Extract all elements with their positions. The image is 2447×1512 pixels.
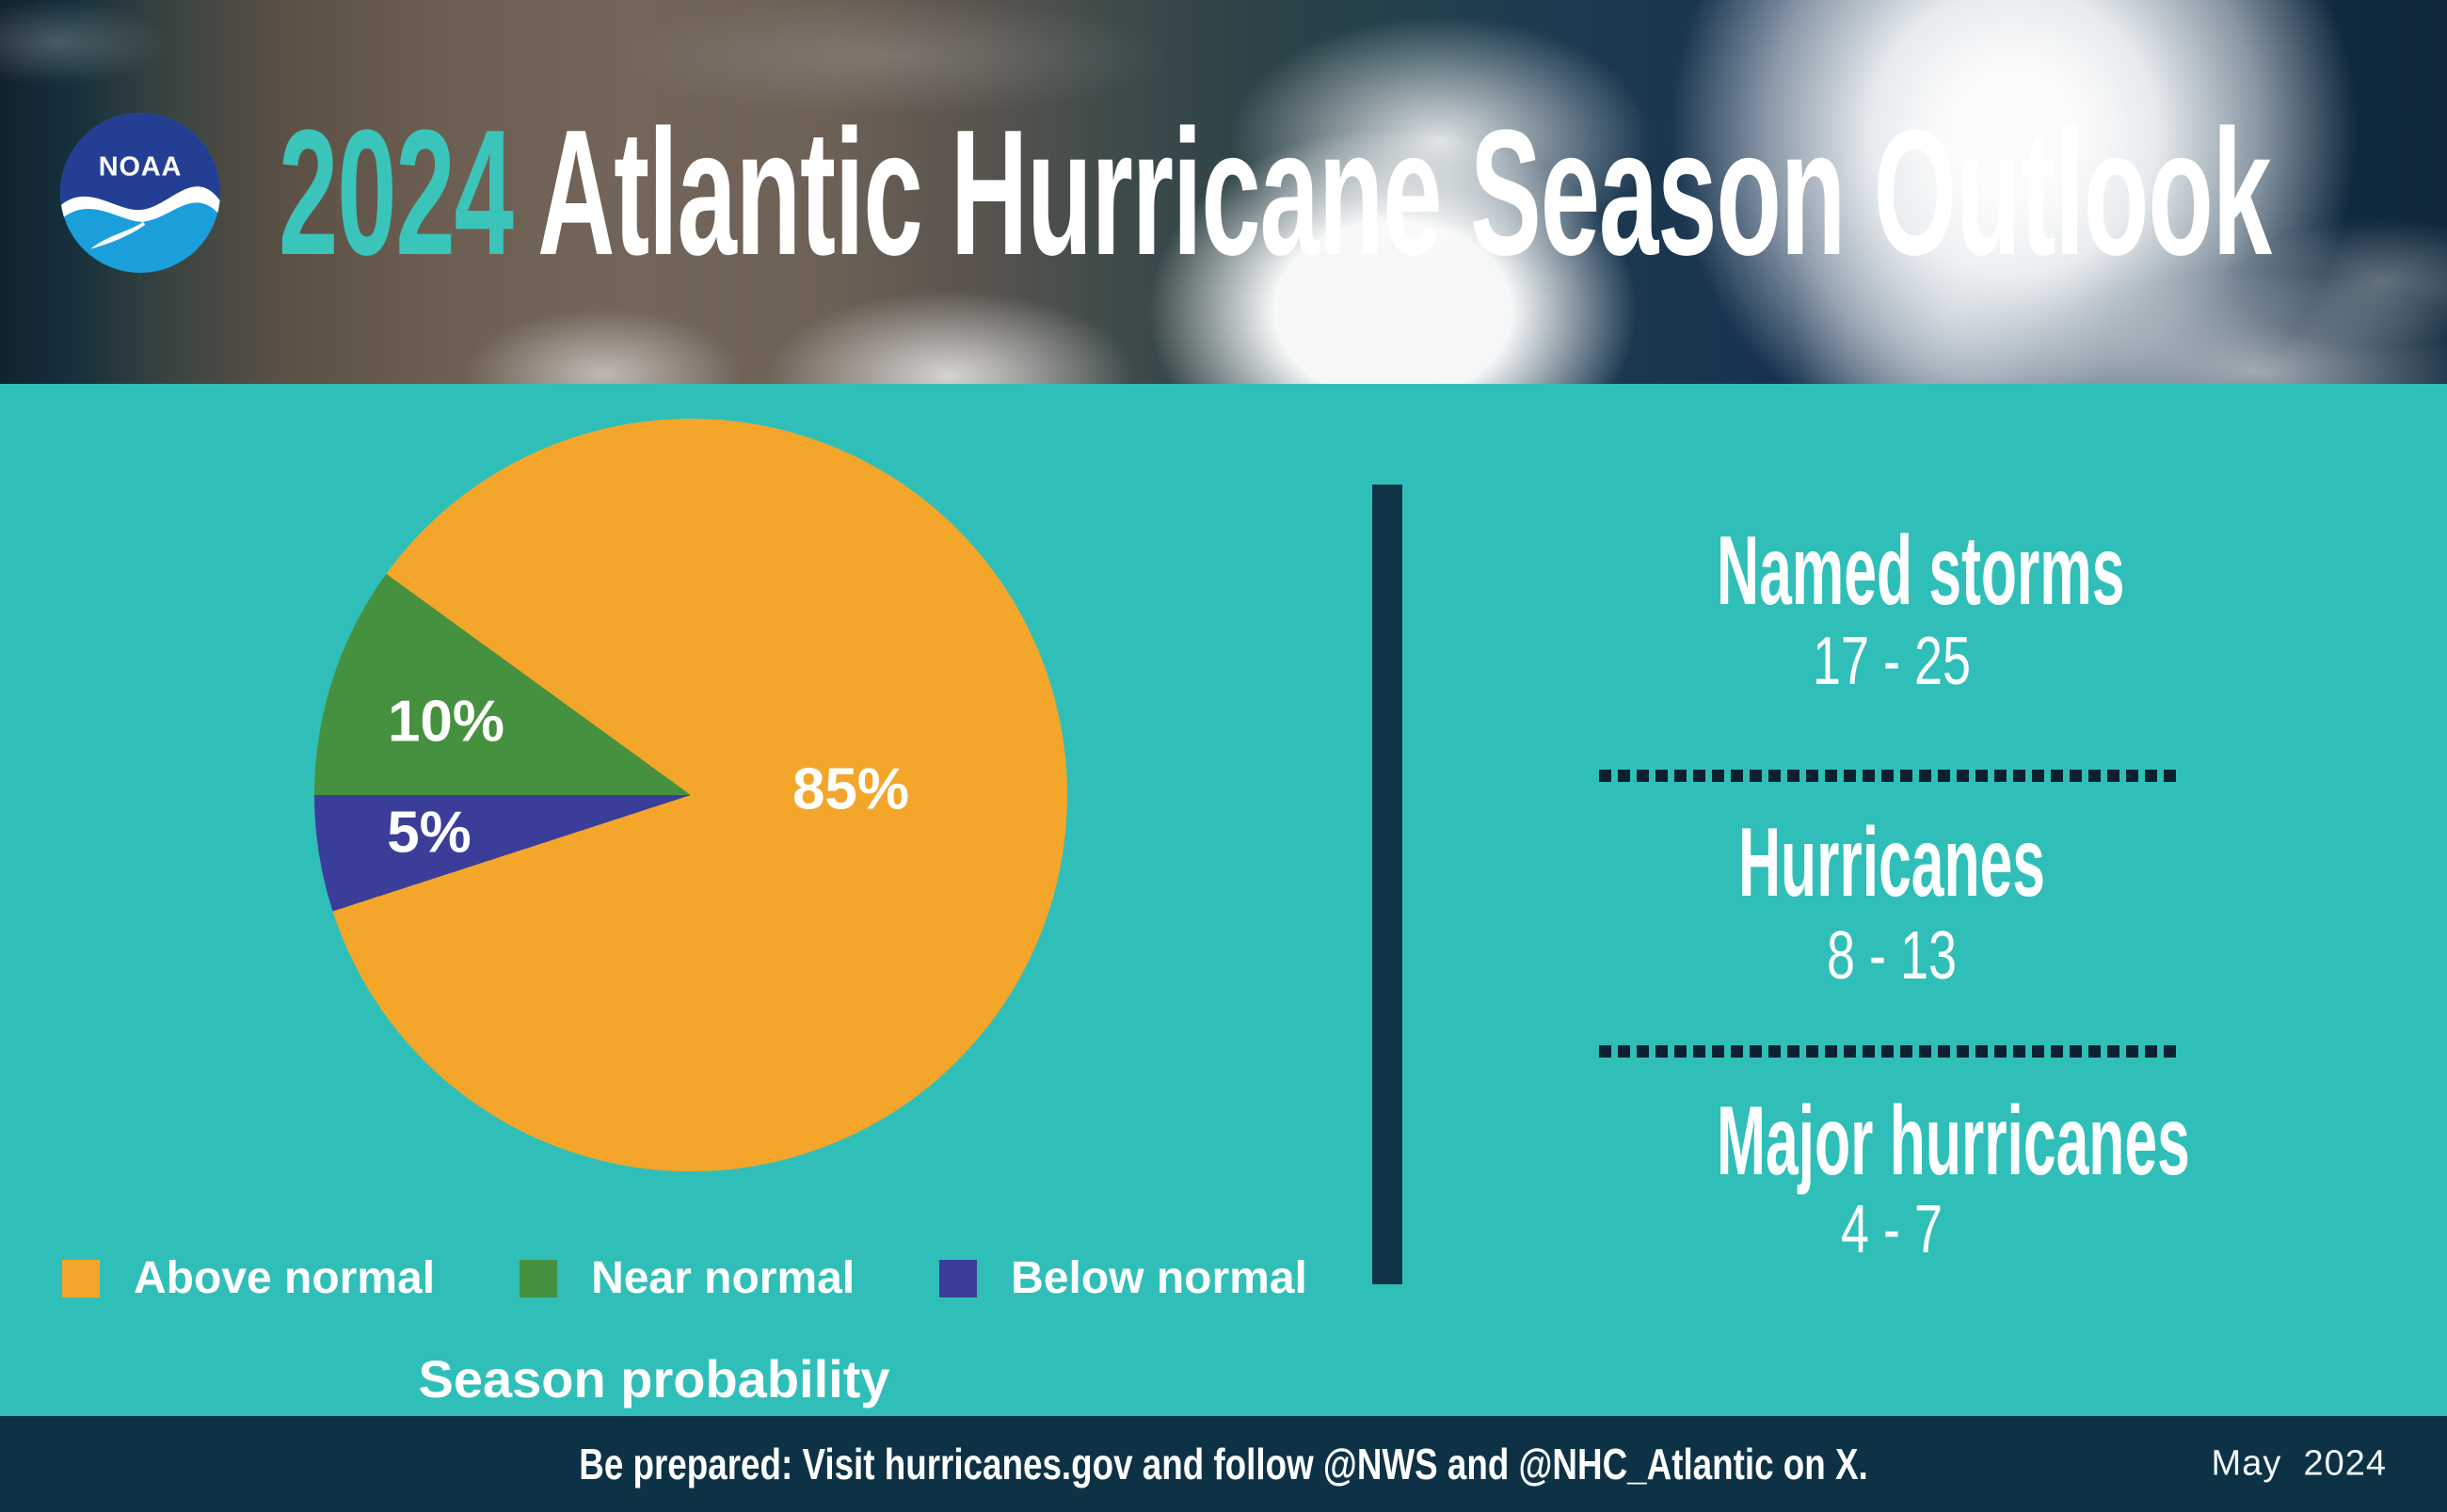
legend-swatch-below-normal xyxy=(939,1259,978,1297)
chart-caption: Season probability xyxy=(418,1349,890,1409)
title-text: Atlantic Hurricane Season Outlook xyxy=(537,93,2272,293)
stat-label-major-hurricanes: Major hurricanes xyxy=(1717,1087,2190,1196)
stat-label-hurricanes: Hurricanes xyxy=(1737,808,2046,917)
footer-message: Be prepared: Visit hurricanes.gov and fo… xyxy=(579,1440,1868,1488)
season-probability-pie: 85% 10% 5% xyxy=(314,419,1067,1171)
stat-range-hurricanes: 8 - 13 xyxy=(1826,918,1958,994)
legend-label-above-normal: Above normal xyxy=(134,1253,436,1303)
legend-swatch-above-normal xyxy=(62,1259,100,1297)
pie-slice-label-above-normal: 85% xyxy=(792,756,910,822)
pie-slice-label-below-normal: 5% xyxy=(387,800,472,866)
stat-range-major-hurricanes: 4 - 7 xyxy=(1840,1192,1943,1267)
legend-swatch-near-normal xyxy=(520,1259,558,1297)
footer-date: May 2024 xyxy=(2211,1443,2387,1484)
title-year: 2024 xyxy=(279,93,514,293)
stat-label-named-storms: Named storms xyxy=(1717,517,2125,626)
legend-item-above-normal: Above normal xyxy=(62,1252,435,1304)
page-title: 2024 Atlantic Hurricane Season Outlook xyxy=(279,103,2272,282)
legend-item-below-normal: Below normal xyxy=(939,1252,1307,1304)
stat-range-named-storms: 17 - 25 xyxy=(1812,624,1972,699)
vertical-divider-bar xyxy=(1372,485,1402,1284)
noaa-logo-text: NOAA xyxy=(99,151,182,182)
dotted-divider xyxy=(1599,1045,2181,1058)
header-satellite-banner: NOAA 2024 Atlantic Hurricane Season Outl… xyxy=(0,0,2447,384)
noaa-logo-icon: NOAA xyxy=(60,113,220,273)
legend-label-below-normal: Below normal xyxy=(1011,1253,1307,1303)
legend-item-near-normal: Near normal xyxy=(520,1252,855,1304)
pie-legend: Above normal Near normal Below normal xyxy=(62,1252,1307,1304)
legend-label-near-normal: Near normal xyxy=(591,1253,856,1303)
footer-bar: Be prepared: Visit hurricanes.gov and fo… xyxy=(0,1416,2447,1512)
pie-slice-label-near-normal: 10% xyxy=(387,689,505,755)
dotted-divider xyxy=(1599,770,2181,782)
